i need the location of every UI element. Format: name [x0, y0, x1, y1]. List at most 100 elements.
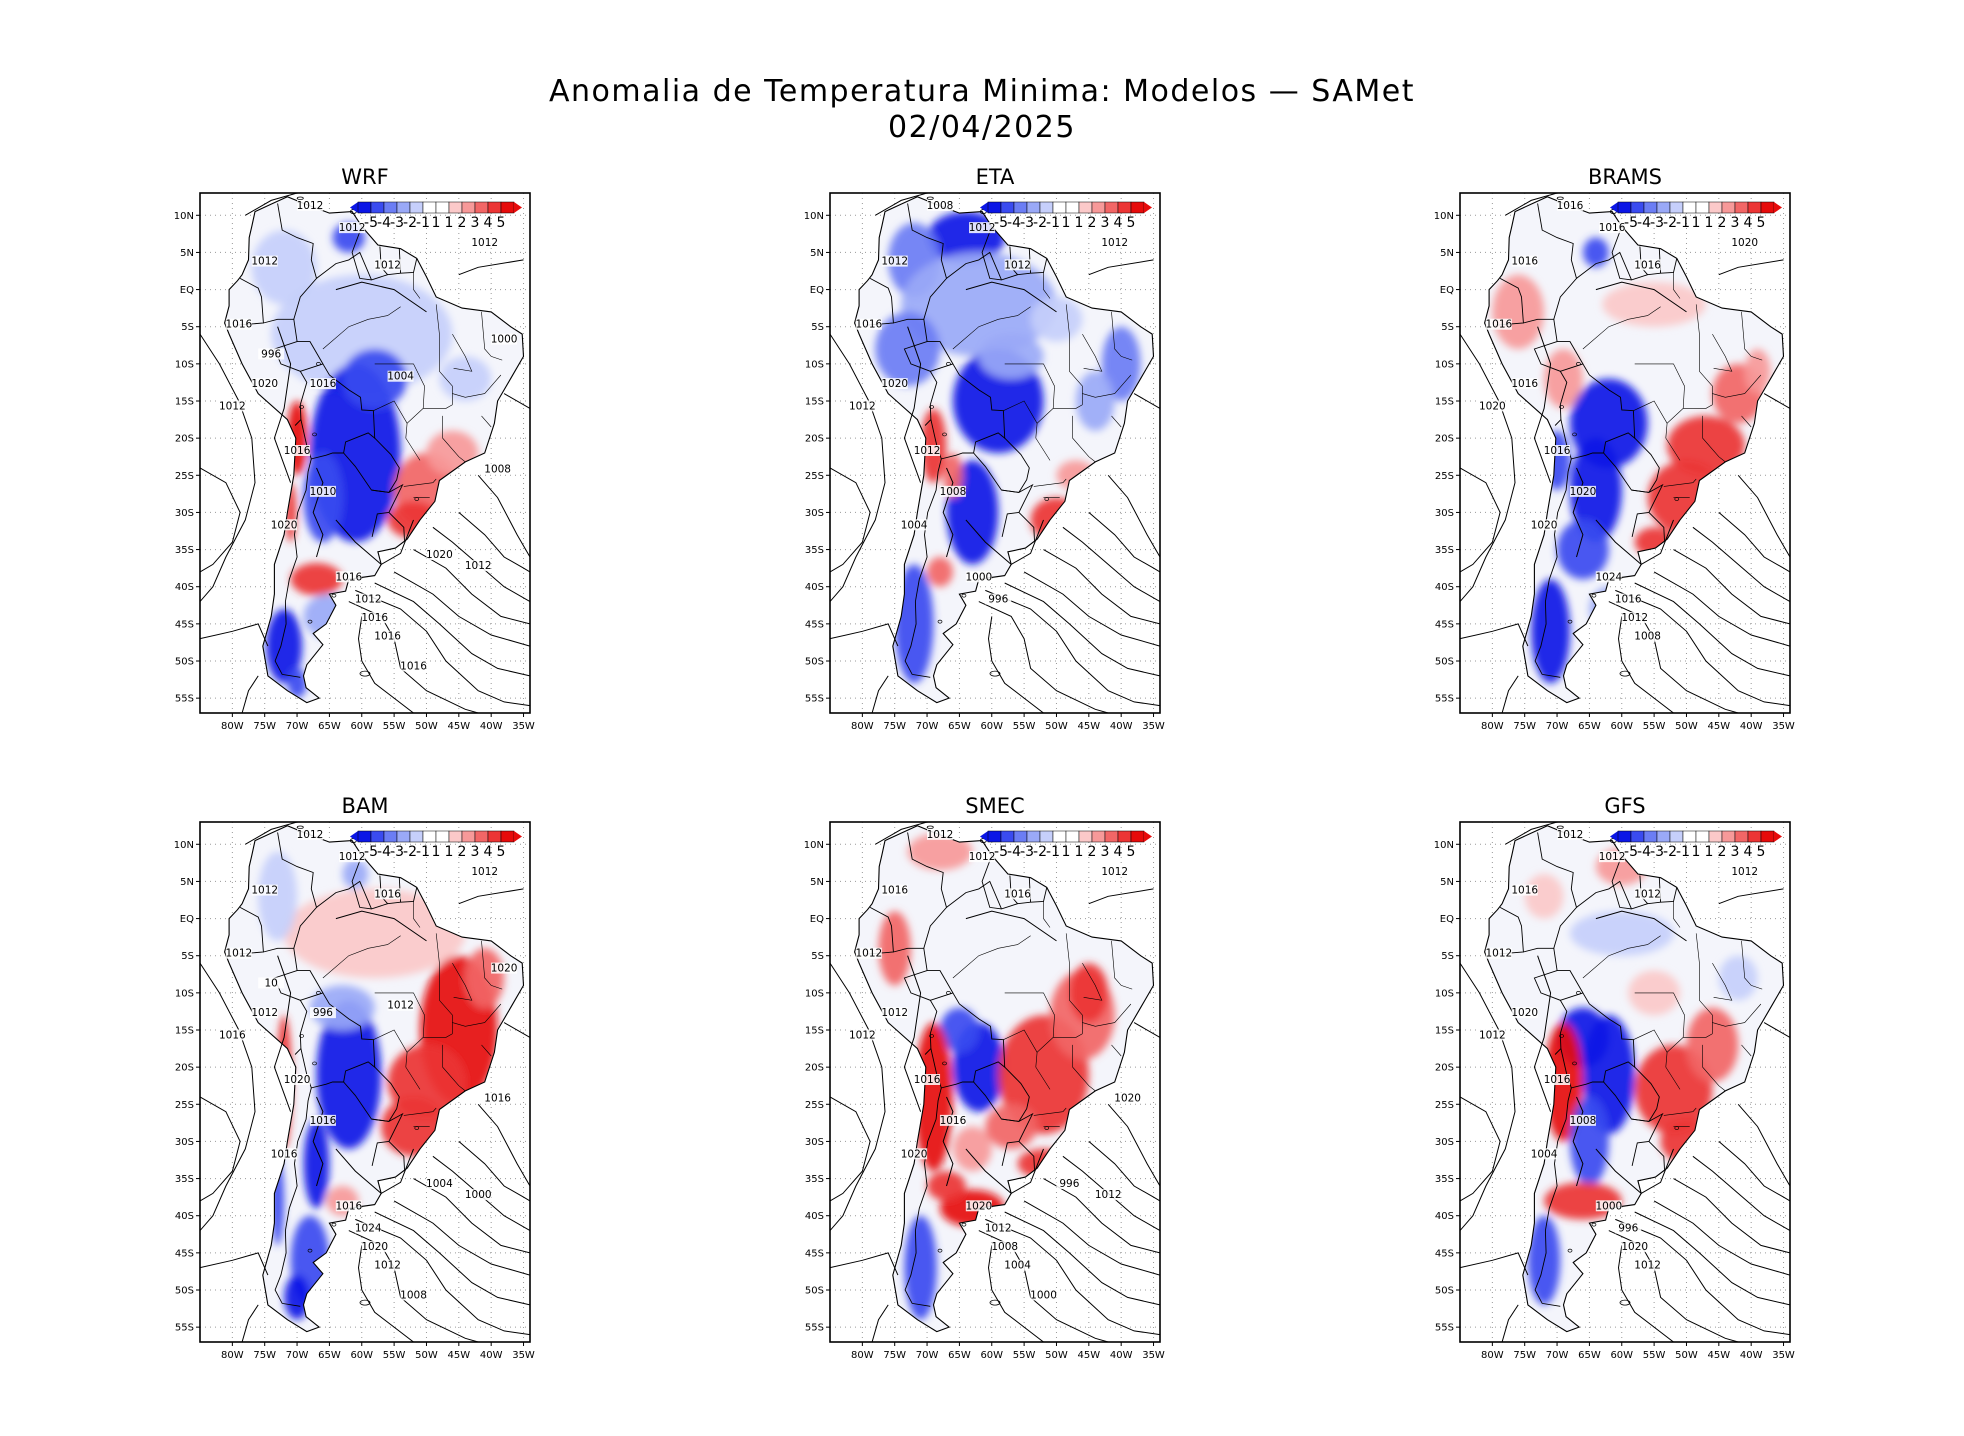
colorbar-swatch — [422, 201, 437, 214]
anomaly-region — [1667, 415, 1745, 476]
anomaly-shading — [854, 196, 1154, 703]
lon-tick-label: 65W — [318, 721, 341, 732]
lon-tick-label: 70W — [286, 721, 309, 732]
isobar-label: 1000 — [465, 1189, 492, 1201]
lat-tick-label: 15S — [175, 1026, 194, 1037]
colorbar-label: -1 — [416, 844, 430, 860]
lon-tick-label: 55W — [1013, 721, 1036, 732]
colorbar-label: 1 — [1062, 844, 1071, 860]
longitude-axis: 80W 75W 70W 65W 60W 55W 50W 45W 40W 35W — [851, 713, 1165, 732]
isobar-label: 1012 — [339, 222, 366, 234]
anomaly-region — [985, 1104, 1038, 1149]
lat-tick-label: 40S — [1435, 582, 1454, 593]
isobar-label: 1012 — [1095, 1189, 1122, 1201]
lon-tick-label: 55W — [1643, 721, 1666, 732]
colorbar-swatch — [1130, 201, 1145, 214]
colorbar: -5 -4 -3 -2 -1 1 1 2 3 4 5 — [1610, 201, 1782, 231]
lat-tick-label: 55S — [805, 1323, 824, 1334]
lon-tick-label: 55W — [383, 721, 406, 732]
colorbar-label: -3 — [1020, 844, 1034, 860]
isobar-label: 1016 — [1511, 378, 1538, 390]
lon-tick-label: 35W — [1142, 721, 1165, 732]
colorbar-label: -3 — [1650, 215, 1664, 231]
colorbar-swatch — [1747, 201, 1762, 214]
state-borders — [1559, 272, 1763, 624]
anomaly-region — [284, 888, 466, 978]
lat-tick-label: 25S — [805, 1100, 824, 1111]
lon-tick-label: 70W — [1546, 1350, 1569, 1361]
lat-tick-label: 30S — [1435, 1137, 1454, 1148]
anomaly-region — [251, 230, 317, 305]
lat-tick-label: 5S — [1441, 951, 1454, 962]
lat-tick-label: 35S — [175, 545, 194, 556]
isobar-label: 1016 — [335, 1200, 362, 1212]
colorbar-swatch — [1617, 201, 1632, 214]
lon-tick-label: 45W — [448, 1350, 471, 1361]
isobar-label: 1020 — [1479, 400, 1506, 412]
isobars — [830, 193, 1160, 713]
colorbar-label: -2 — [403, 215, 417, 231]
isobar-label: 1008 — [927, 200, 954, 212]
anomaly-region — [1544, 349, 1583, 409]
lon-tick-label: 50W — [415, 721, 438, 732]
isobar-label: 1012 — [1634, 1260, 1661, 1272]
lat-tick-label: 25S — [175, 1100, 194, 1111]
lat-tick-label: 45S — [805, 619, 824, 630]
isobar-label: 1020 — [1531, 519, 1558, 531]
colorbar-label: -1 — [416, 215, 430, 231]
colorbar-swatch — [1734, 201, 1749, 214]
anomaly-region — [303, 453, 343, 543]
colorbar-swatch — [357, 830, 372, 843]
islands — [296, 196, 371, 677]
lon-tick-label: 80W — [1481, 1350, 1504, 1361]
colorbar-swatch — [370, 201, 385, 214]
isobar-label: 1000 — [1595, 1200, 1622, 1212]
isobar-label: 1012 — [374, 259, 401, 271]
lat-tick-label: EQ — [810, 914, 824, 925]
colorbar-swatch — [1091, 201, 1106, 214]
lat-tick-label: 10S — [1435, 359, 1454, 370]
colorbar-label: 4 — [484, 215, 493, 231]
latitude-axis: 10N 5N EQ 5S 10S 15S 20S 25S 30S 35S 40S 45S 50S 55S — [174, 840, 200, 1334]
lon-tick-label: 35W — [1142, 1350, 1165, 1361]
lon-tick-label: 60W — [980, 721, 1003, 732]
isobar-label: 1012 — [387, 1000, 414, 1012]
colorbar-label: 2 — [1088, 844, 1097, 860]
lon-tick-label: 75W — [1513, 1350, 1536, 1361]
anomaly-region — [894, 564, 934, 684]
anomaly-region — [1075, 371, 1115, 431]
colorbar-label: 5 — [497, 844, 506, 860]
isobar-labels: 1016 1016 1016 1016 1020 1016 1016 1016 1020 1020… — [1479, 199, 1758, 643]
lat-tick-label: 5S — [811, 322, 824, 333]
isobar-label: 1016 — [484, 1093, 511, 1105]
lon-tick-label: 60W — [350, 721, 373, 732]
colorbar-label: -2 — [403, 844, 417, 860]
colorbar-swatch — [1630, 830, 1645, 843]
colorbar-swatch — [1104, 830, 1119, 843]
isobar-label: 1020 — [901, 1148, 928, 1160]
isobar-label: 1020 — [361, 1241, 388, 1253]
isobar-label: 10 — [264, 977, 277, 989]
anomaly-region — [1634, 527, 1674, 557]
colorbar-swatch — [1065, 201, 1080, 214]
colorbar-swatch — [1656, 830, 1671, 843]
lat-tick-label: 50S — [175, 657, 194, 668]
colorbar-swatch — [474, 830, 489, 843]
lat-tick-label: 45S — [1435, 619, 1454, 630]
colorbar-label: -5 — [1624, 844, 1638, 860]
anomaly-region — [1017, 1148, 1070, 1179]
colorbar-swatch — [1721, 201, 1736, 214]
isobar-label: 1020 — [881, 378, 908, 390]
lon-tick-label: 60W — [1610, 721, 1633, 732]
colorbar-label: 1 — [1692, 215, 1701, 231]
colorbar-label: -5 — [364, 215, 378, 231]
colorbar-label: 4 — [484, 844, 493, 860]
state-borders — [299, 901, 503, 1253]
colorbar-label: 5 — [1127, 215, 1136, 231]
panel-title: WRF — [341, 165, 388, 189]
isobar-label: 1012 — [1101, 237, 1128, 249]
lat-tick-label: 10N — [804, 840, 824, 851]
lat-tick-label: 55S — [175, 1323, 194, 1334]
anomaly-region — [266, 609, 303, 684]
